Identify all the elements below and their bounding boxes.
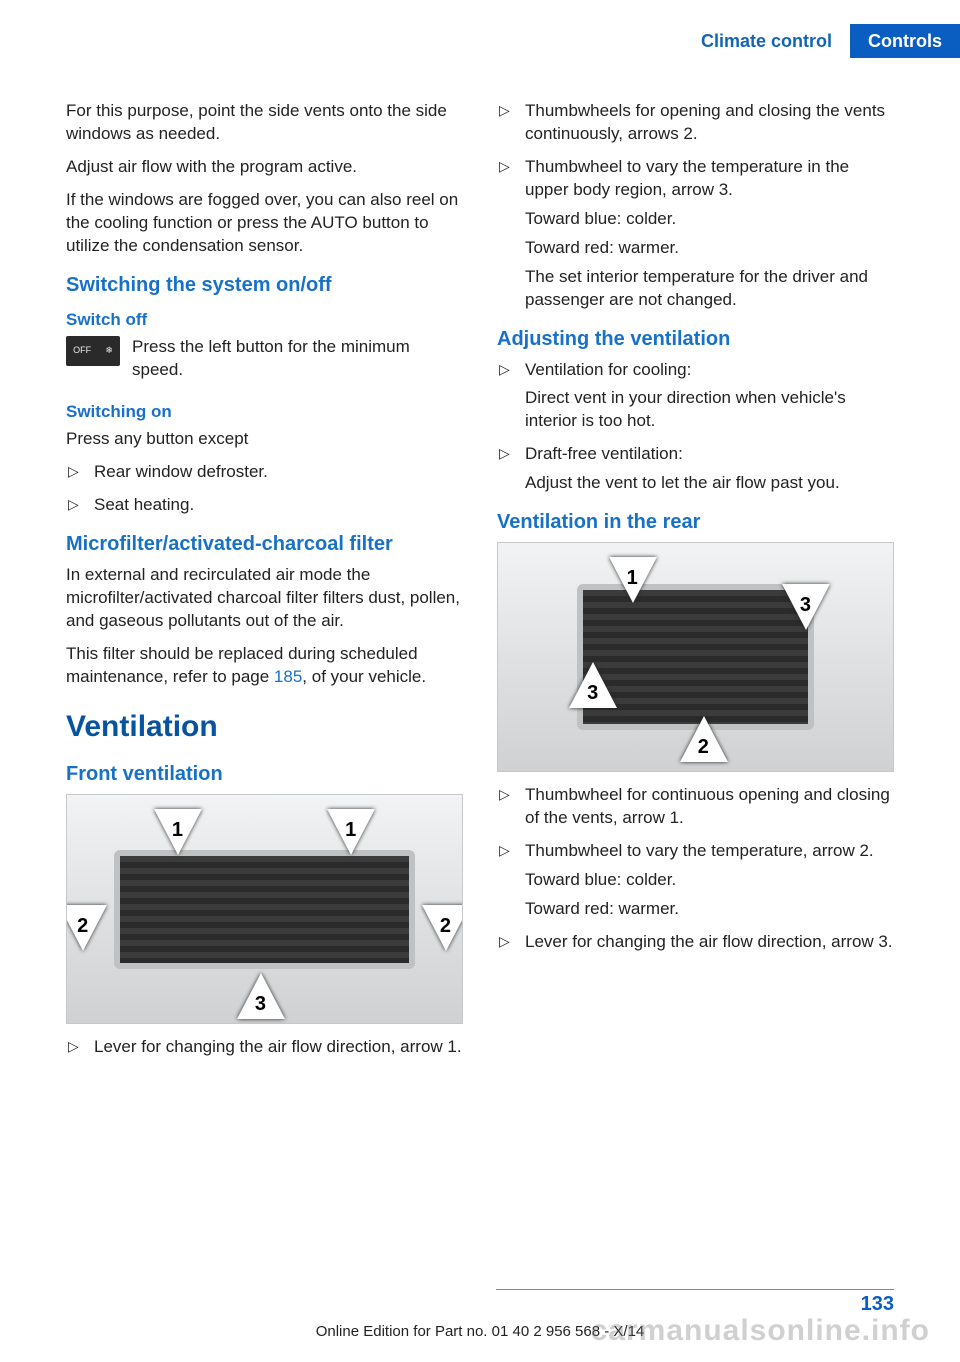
heading-switch-off: Switch off [66, 309, 463, 332]
list-item: Thumbwheels for opening and closing the … [497, 100, 894, 146]
paragraph: For this purpose, point the side vents o… [66, 100, 463, 146]
list-item-text: Thumbwheel for continuous opening and cl… [525, 785, 890, 827]
switching-on-list: Rear window defroster. Seat heating. [66, 461, 463, 517]
list-item-text: Rear window defroster. [94, 462, 268, 481]
front-ventilation-figure: 1 1 2 2 3 [66, 794, 463, 1024]
callout-arrow-1-left: 1 [154, 809, 202, 855]
callout-number: 3 [255, 991, 266, 1018]
heading-adjusting-ventilation: Adjusting the ventilation [497, 326, 894, 353]
list-item: Seat heating. [66, 494, 463, 517]
paragraph: Press the left button for the minimum sp… [132, 336, 463, 382]
rear-ventilation-list: Thumbwheel for continuous opening and cl… [497, 784, 894, 954]
heading-front-ventilation: Front ventilation [66, 761, 463, 788]
heading-switching-on: Switching on [66, 401, 463, 424]
paragraph: The set interior temperature for the dri… [525, 266, 894, 312]
off-icon: OFF [73, 344, 91, 356]
front-ventilation-list-continued: Thumbwheels for opening and closing the … [497, 100, 894, 312]
paragraph: If the windows are fogged over, you can … [66, 189, 463, 258]
fan-icon: ❄ [105, 344, 113, 356]
paragraph: Adjust air flow with the program active. [66, 156, 463, 179]
callout-number: 2 [698, 734, 709, 761]
list-item: Rear window defroster. [66, 461, 463, 484]
body-columns: For this purpose, point the side vents o… [66, 100, 894, 1272]
paragraph: In external and recirculated air mode th… [66, 564, 463, 633]
list-item: Thumbwheel to vary the temperature in th… [497, 156, 894, 312]
callout-number: 3 [587, 680, 598, 707]
callout-arrow-3-left: 3 [569, 662, 617, 708]
list-item: Ventilation for cooling: Direct vent in … [497, 359, 894, 434]
paragraph: Direct vent in your direction when vehic… [525, 387, 894, 433]
paragraph: Adjust the vent to let the air flow past… [525, 472, 894, 495]
breadcrumb-chapter: Controls [850, 24, 960, 58]
callout-arrow-2-right: 2 [422, 905, 463, 951]
header-breadcrumb: Climate control Controls [683, 24, 960, 58]
page-reference-link[interactable]: 185 [274, 667, 302, 686]
vent-graphic [577, 584, 814, 730]
paragraph: Toward red: warmer. [525, 237, 894, 260]
list-item: Draft-free ventilation: Adjust the vent … [497, 443, 894, 495]
page-number: 133 [861, 1293, 894, 1316]
list-item: Lever for changing the air flow directio… [66, 1036, 463, 1059]
vent-graphic [114, 850, 414, 969]
callout-arrow-3-right: 3 [782, 584, 830, 630]
list-item-text: Lever for changing the air flow directio… [94, 1037, 462, 1056]
rear-ventilation-figure: 1 2 3 3 [497, 542, 894, 772]
footer-edition: Online Edition for Part no. 01 40 2 956 … [0, 1323, 960, 1340]
heading-rear-ventilation: Ventilation in the rear [497, 509, 894, 536]
paragraph: Toward red: warmer. [525, 898, 894, 921]
list-item: Thumbwheel for continuous opening and cl… [497, 784, 894, 830]
callout-arrow-1: 1 [609, 557, 657, 603]
adjusting-ventilation-list: Ventilation for cooling: Direct vent in … [497, 359, 894, 496]
right-column: Thumbwheels for opening and closing the … [497, 100, 894, 1272]
callout-number: 2 [77, 913, 88, 940]
list-item: Thumbwheel to vary the temperature, arro… [497, 840, 894, 921]
callout-arrow-2: 2 [680, 716, 728, 762]
paragraph: Press any button except [66, 428, 463, 451]
heading-ventilation: Ventilation [66, 707, 463, 748]
heading-microfilter: Microfilter/activated-charcoal filter [66, 531, 463, 558]
paragraph: Toward blue: colder. [525, 869, 894, 892]
list-item: Lever for changing the air flow directio… [497, 931, 894, 954]
list-item-text: Ventilation for cooling: [525, 360, 691, 379]
callout-number: 2 [440, 913, 451, 940]
list-item-text: Thumbwheel to vary the temperature in th… [525, 157, 849, 199]
front-ventilation-list: Lever for changing the air flow directio… [66, 1036, 463, 1059]
list-item-text: Lever for changing the air flow directio… [525, 932, 893, 951]
list-item-text: Draft-free ventilation: [525, 444, 683, 463]
page: Climate control Controls For this purpos… [0, 0, 960, 1362]
text-run: , of your vehicle. [302, 667, 426, 686]
paragraph: Toward blue: colder. [525, 208, 894, 231]
breadcrumb-section: Climate control [683, 24, 850, 58]
left-column: For this purpose, point the side vents o… [66, 100, 463, 1272]
heading-switching-onoff: Switching the system on/off [66, 272, 463, 299]
list-item-text: Thumbwheels for opening and closing the … [525, 101, 885, 143]
paragraph: This filter should be replaced during sc… [66, 643, 463, 689]
page-rule [496, 1289, 894, 1290]
off-fan-button-icon: OFF ❄ [66, 336, 120, 366]
callout-number: 3 [800, 592, 811, 619]
switch-off-row: OFF ❄ Press the left button for the mini… [66, 336, 463, 392]
callout-arrow-1-right: 1 [327, 809, 375, 855]
callout-number: 1 [172, 817, 183, 844]
list-item-text: Seat heating. [94, 495, 194, 514]
callout-number: 1 [627, 565, 638, 592]
callout-number: 1 [345, 817, 356, 844]
list-item-text: Thumbwheel to vary the temperature, arro… [525, 841, 874, 860]
callout-arrow-2-left: 2 [66, 905, 107, 951]
callout-arrow-3: 3 [237, 973, 285, 1019]
